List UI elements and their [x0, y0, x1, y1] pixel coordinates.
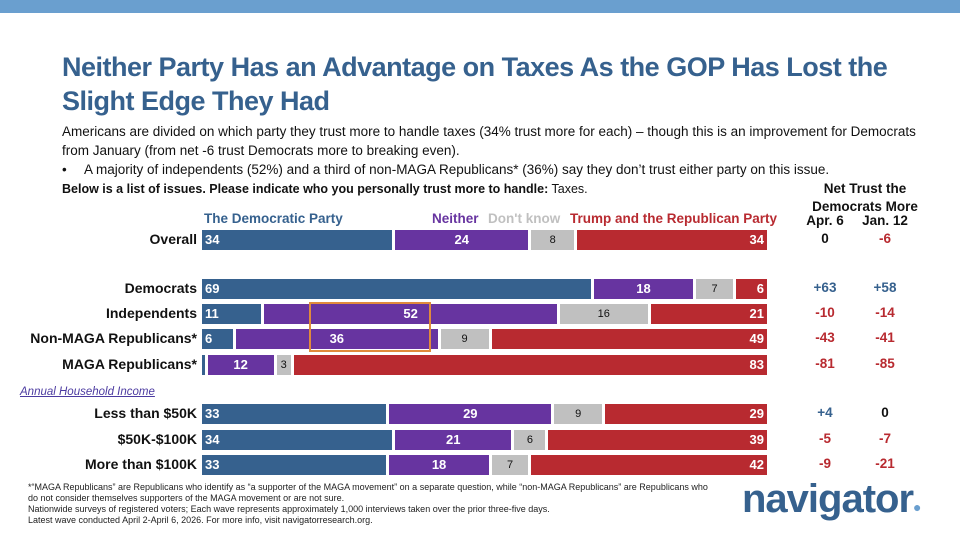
bullet-text: A majority of independents (52%) and a t…	[84, 162, 830, 177]
bar-segment-neither: 12	[207, 355, 274, 375]
question-topic: Taxes.	[551, 182, 588, 196]
net-trust-header: Net Trust the Democrats More	[812, 181, 918, 214]
row-label: More than $100K	[84, 456, 197, 472]
bar-segment-dem: 33	[202, 455, 387, 475]
net-value: -81	[815, 356, 835, 371]
bar-segment-neither: 18	[389, 455, 489, 475]
net-value: -41	[875, 330, 895, 345]
footnote-line: Latest wave conducted April 2-April 6, 2…	[28, 515, 373, 525]
net-col-jan12: Jan. 12	[862, 213, 908, 228]
bar-row: 33 29 9 29	[202, 404, 770, 424]
subtitle-text: Americans are divided on which party the…	[62, 124, 916, 158]
bar-segment-rep: 42	[531, 455, 767, 475]
bar-segment-rep: 39	[548, 430, 767, 450]
bar-segment-dem: 34	[202, 230, 393, 250]
bar-segment-dontknow: 8	[531, 230, 574, 250]
bar-segment-dontknow: 3	[276, 355, 291, 375]
net-value: 0	[821, 231, 829, 246]
net-value: +63	[813, 280, 837, 295]
net-value: -10	[815, 305, 835, 320]
row-label: Independents	[105, 305, 197, 321]
row-label: Overall	[149, 231, 197, 247]
bar-segment-rep: 29	[605, 404, 767, 424]
section-label-income: Annual Household Income	[20, 386, 155, 398]
logo-text: navigator	[742, 477, 914, 521]
row-label: Non-MAGA Republicans*	[30, 330, 197, 346]
bar-segment-rep: 21	[650, 304, 767, 324]
net-value: 0	[881, 405, 889, 420]
row-label: $50K-$100K	[117, 431, 197, 447]
bar-row: 6 36 9 49	[202, 329, 770, 349]
row-label: Less than $50K	[94, 405, 197, 421]
question-prefix: Below is a list of issues. Please indica…	[62, 182, 549, 196]
subtitle: Americans are divided on which party the…	[62, 122, 942, 179]
net-col-apr6: Apr. 6	[806, 213, 844, 228]
bar-row: 11 52 16 21	[202, 304, 770, 324]
legend-rep: Trump and the Republican Party	[570, 211, 778, 226]
bar-segment-neither: 36	[236, 329, 438, 349]
net-value: -6	[878, 231, 891, 246]
footnote: *“MAGA Republicans” are Republicans who …	[28, 482, 708, 526]
net-value: -43	[815, 330, 835, 345]
bar-segment-rep: 49	[491, 329, 767, 349]
net-value: -21	[875, 456, 895, 471]
bar-segment-dontknow: 9	[440, 329, 489, 349]
top-band	[0, 0, 960, 13]
row-label: MAGA Republicans*	[62, 356, 197, 372]
bar-row: 69 18 7 6	[202, 279, 770, 299]
bar-row: 33 18 7 42	[202, 455, 770, 475]
net-value: +4	[817, 405, 833, 420]
net-value: -5	[818, 431, 831, 446]
bar-segment-neither: 52	[264, 304, 557, 324]
legend-dontknow: Don't know	[488, 211, 561, 226]
logo-dot-icon: ●	[913, 499, 922, 515]
bar-row: 34 24 8 34	[202, 230, 770, 250]
bar-row: 34 21 6 39	[202, 430, 770, 450]
navigator-logo: navigator●	[742, 477, 922, 522]
bar-segment-rep: 34	[576, 230, 767, 250]
net-value: -9	[818, 456, 831, 471]
bar-segment-rep: 83	[293, 355, 767, 375]
bar-segment-dontknow: 7	[696, 279, 733, 299]
net-value: +58	[873, 280, 897, 295]
net-value: -85	[875, 356, 895, 371]
bar-segment-neither: 24	[395, 230, 529, 250]
bar-row: 12 3 83	[202, 355, 770, 375]
bar-segment-neither: 18	[593, 279, 694, 299]
legend-dem: The Democratic Party	[204, 211, 343, 226]
bar-segment-dem: 11	[202, 304, 262, 324]
bar-segment-dem: 6	[202, 329, 234, 349]
bar-segment-dem: 69	[202, 279, 591, 299]
bar-segment-dontknow: 9	[554, 404, 603, 424]
bar-segment-rep: 6	[735, 279, 767, 299]
footnote-line: Nationwide surveys of registered voters;…	[28, 504, 550, 514]
bar-segment-dem	[202, 355, 205, 375]
bar-segment-dontknow: 6	[514, 430, 546, 450]
row-label: Democrats	[124, 280, 197, 296]
question: Below is a list of issues. Please indica…	[62, 182, 588, 196]
net-value: -7	[878, 431, 891, 446]
page-title: Neither Party Has an Advantage on Taxes …	[62, 52, 888, 116]
bar-segment-neither: 21	[395, 430, 512, 450]
bar-segment-dem: 34	[202, 430, 393, 450]
bar-segment-neither: 29	[389, 404, 552, 424]
footnote-line: *“MAGA Republicans” are Republicans who …	[28, 482, 708, 503]
bar-segment-dontknow: 7	[491, 455, 529, 475]
bullet-icon: •	[62, 162, 67, 177]
legend-neither: Neither	[432, 211, 479, 226]
highlight-box	[309, 302, 431, 352]
bar-segment-dem: 33	[202, 404, 387, 424]
bar-segment-dontknow: 16	[559, 304, 648, 324]
net-value: -14	[875, 305, 895, 320]
